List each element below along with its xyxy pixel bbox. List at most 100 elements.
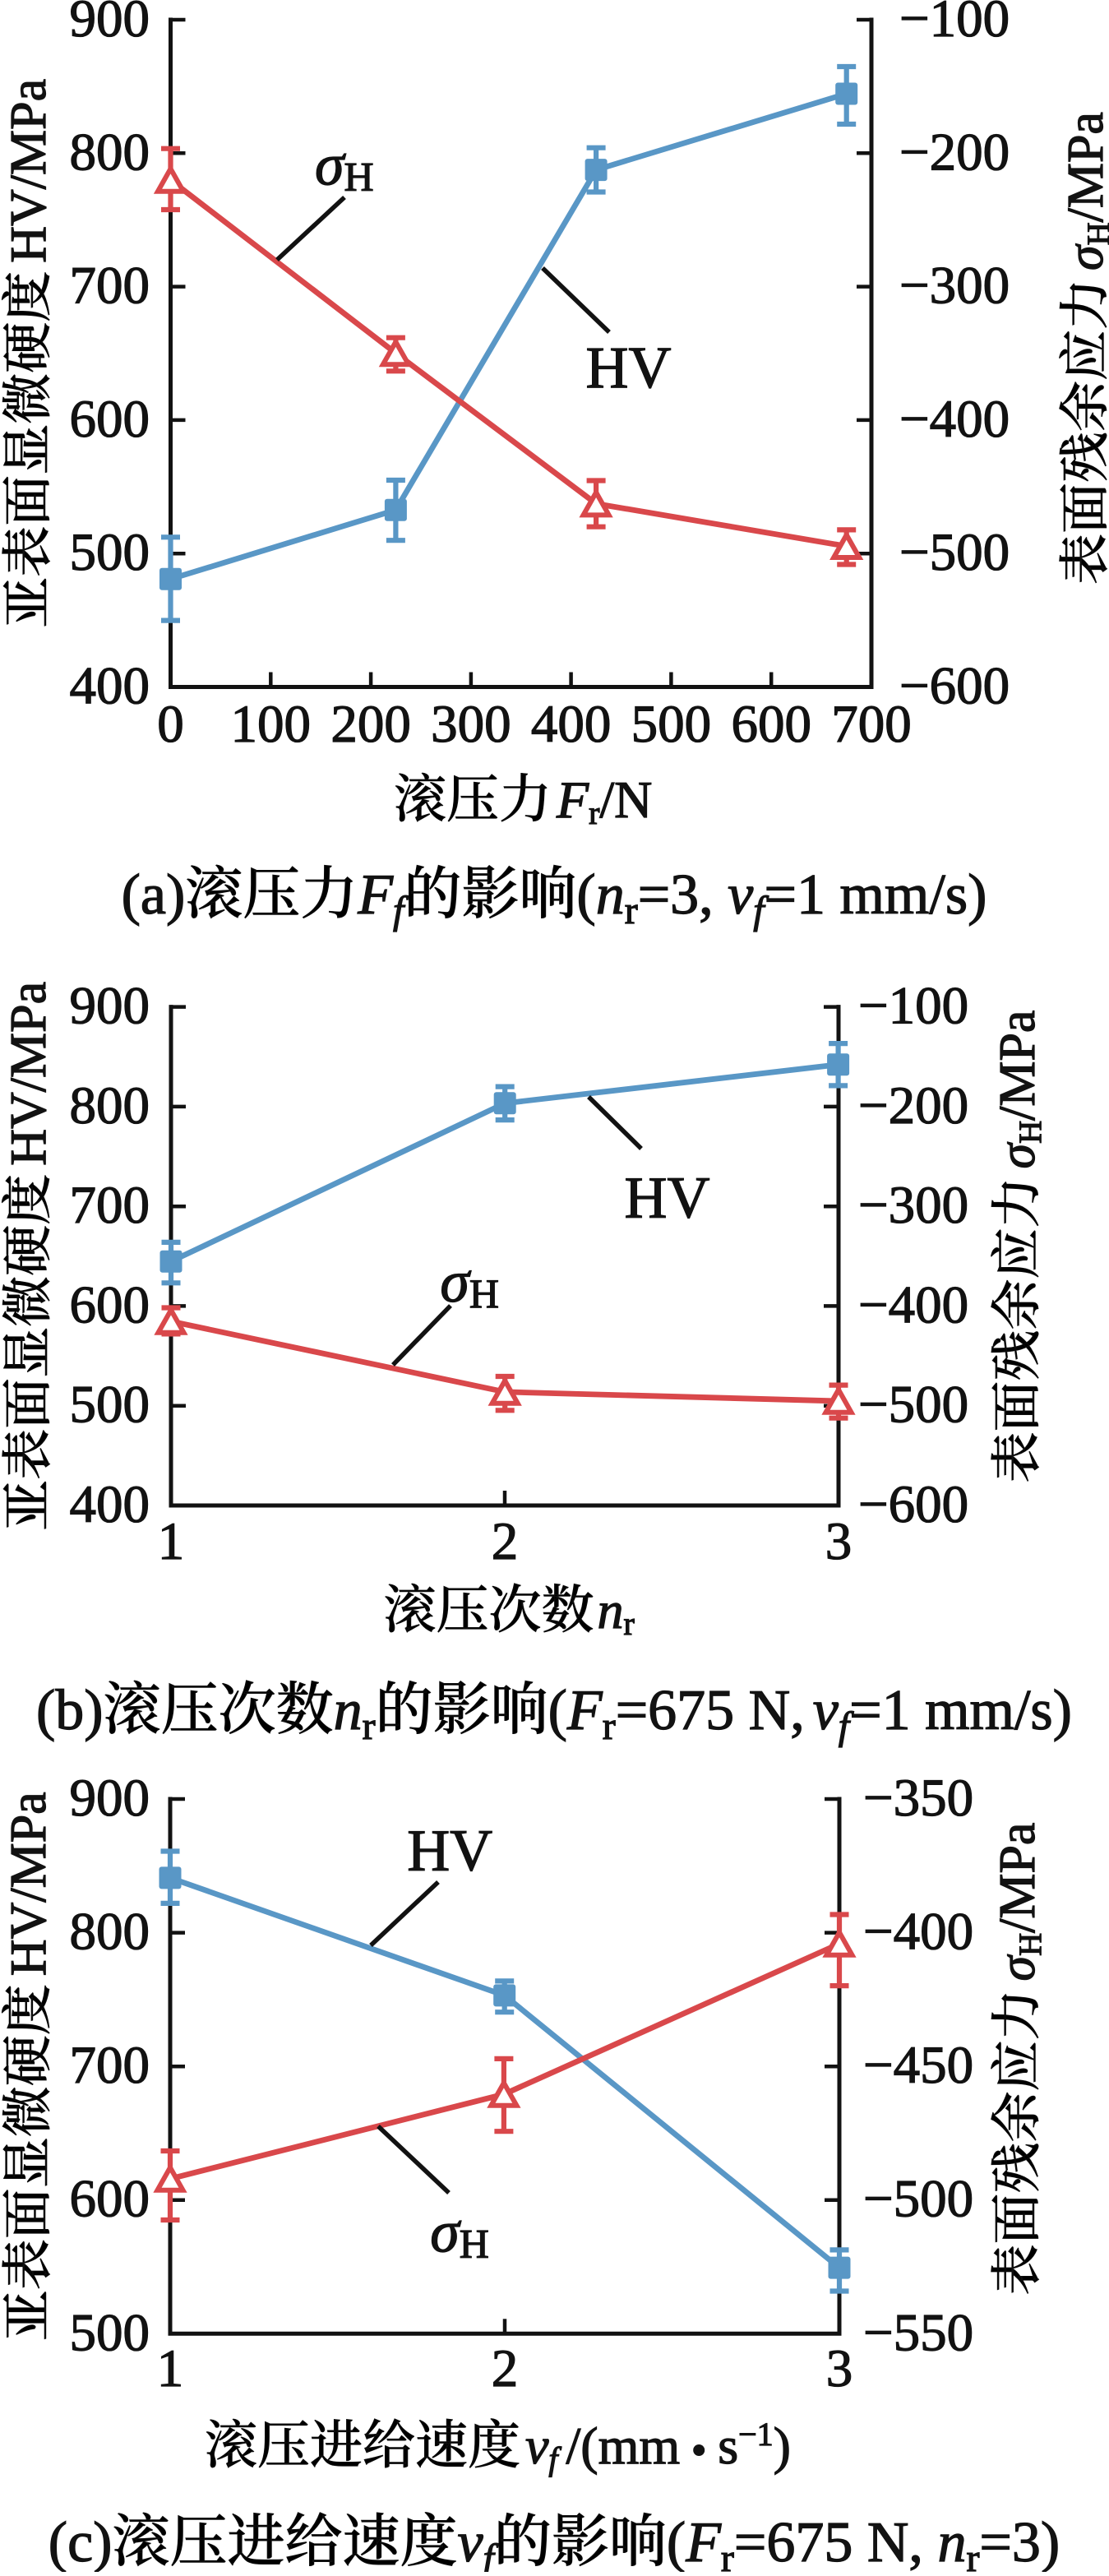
- svg-text:HV: HV: [625, 1165, 710, 1231]
- svg-text:−500: −500: [858, 1376, 968, 1435]
- svg-text:σ: σ: [315, 132, 346, 198]
- svg-text:H: H: [460, 2221, 489, 2267]
- svg-text:r: r: [363, 1704, 376, 1748]
- svg-text:F: F: [556, 770, 589, 829]
- svg-text:300: 300: [431, 695, 511, 754]
- svg-text:−550: −550: [863, 2303, 973, 2362]
- svg-text:600: 600: [70, 2170, 150, 2229]
- svg-text:=1 mm/s): =1 mm/s): [849, 1679, 1072, 1742]
- svg-text:(a): (a): [122, 863, 186, 927]
- svg-text:600: 600: [731, 695, 811, 754]
- svg-text:−350: −350: [863, 1769, 973, 1828]
- svg-text:1: 1: [157, 2339, 184, 2398]
- svg-text:F: F: [357, 863, 394, 927]
- svg-text:2: 2: [492, 1512, 519, 1571]
- svg-text:(: (: [548, 1679, 567, 1742]
- svg-text:−100: −100: [899, 0, 1010, 49]
- svg-text:/MPa: /MPa: [990, 1011, 1046, 1121]
- svg-text:/(mm: /(mm: [566, 2416, 681, 2475]
- svg-text:600: 600: [70, 1275, 150, 1334]
- svg-text:500: 500: [70, 1376, 150, 1435]
- svg-text:800: 800: [70, 123, 150, 182]
- svg-text:H: H: [1081, 222, 1109, 245]
- svg-text:−1: −1: [738, 2416, 774, 2453]
- svg-text:/MPa: /MPa: [1058, 112, 1109, 222]
- svg-text:H: H: [469, 1270, 499, 1316]
- svg-text:σ: σ: [1058, 243, 1109, 271]
- svg-text:3: 3: [826, 2339, 853, 2398]
- svg-text:(: (: [667, 2511, 686, 2572]
- svg-text:700: 700: [70, 257, 150, 316]
- svg-text:F: F: [566, 1679, 603, 1742]
- svg-text:0: 0: [157, 695, 184, 754]
- svg-text:200: 200: [330, 695, 411, 754]
- svg-text:σ: σ: [990, 1142, 1046, 1169]
- svg-text:(: (: [576, 863, 595, 927]
- svg-text:500: 500: [70, 2303, 150, 2362]
- svg-text:=675 N,: =675 N,: [734, 2511, 923, 2572]
- svg-text:/MPa: /MPa: [990, 1823, 1046, 1933]
- svg-text:n: n: [334, 1679, 363, 1742]
- svg-text:−300: −300: [858, 1176, 968, 1235]
- svg-text:F: F: [685, 2511, 722, 2572]
- svg-text:(c): (c): [49, 2511, 113, 2572]
- svg-text:n: n: [938, 2511, 967, 2572]
- svg-text:=675 N,: =675 N,: [616, 1679, 805, 1742]
- svg-text:600: 600: [70, 390, 150, 449]
- svg-text:−200: −200: [899, 123, 1010, 182]
- svg-text:−100: −100: [858, 977, 968, 1036]
- svg-text:s: s: [718, 2416, 738, 2475]
- svg-text:−500: −500: [899, 523, 1010, 582]
- svg-text:/N: /N: [599, 770, 652, 829]
- svg-text:−400: −400: [899, 390, 1010, 449]
- svg-text:−300: −300: [899, 257, 1010, 316]
- svg-text:HV/MPa: HV/MPa: [1, 79, 57, 263]
- svg-text:−600: −600: [858, 1475, 968, 1534]
- svg-text:900: 900: [70, 977, 150, 1036]
- svg-text:(b): (b): [36, 1679, 104, 1742]
- svg-text:σ: σ: [990, 1954, 1046, 1982]
- svg-text:v: v: [728, 863, 754, 927]
- svg-text:n: n: [598, 1581, 624, 1639]
- svg-text:HV: HV: [407, 1818, 492, 1884]
- svg-text:900: 900: [70, 0, 150, 49]
- svg-text:r: r: [624, 1605, 635, 1642]
- svg-text:−450: −450: [863, 2036, 973, 2095]
- svg-text:400: 400: [70, 657, 150, 716]
- svg-text:H: H: [1013, 1121, 1048, 1144]
- svg-text:r: r: [625, 889, 638, 932]
- svg-text:n: n: [596, 863, 625, 927]
- svg-text:700: 700: [70, 2036, 150, 2095]
- svg-text:=3,: =3,: [638, 863, 714, 927]
- svg-text:r: r: [589, 794, 599, 831]
- svg-text:H: H: [1013, 1933, 1048, 1956]
- svg-text:r: r: [603, 1704, 616, 1748]
- svg-text:v: v: [813, 1679, 839, 1742]
- svg-text:3: 3: [825, 1512, 853, 1571]
- svg-text:=3): =3): [979, 2511, 1060, 2572]
- svg-text:1: 1: [158, 1512, 185, 1571]
- svg-text:HV/MPa: HV/MPa: [1, 1792, 57, 1976]
- svg-text:100: 100: [231, 695, 312, 754]
- svg-text:r: r: [967, 2537, 980, 2572]
- svg-text:v: v: [458, 2511, 484, 2572]
- svg-text:800: 800: [70, 1903, 150, 1962]
- svg-text:400: 400: [531, 695, 612, 754]
- svg-text:HV/MPa: HV/MPa: [1, 982, 57, 1166]
- svg-text:500: 500: [631, 695, 712, 754]
- svg-text:700: 700: [831, 695, 912, 754]
- svg-text:−400: −400: [863, 1903, 973, 1962]
- svg-text:900: 900: [70, 1769, 150, 1828]
- svg-text:−500: −500: [863, 2170, 973, 2229]
- svg-text:HV: HV: [586, 335, 672, 400]
- svg-text:σ: σ: [430, 2199, 461, 2265]
- svg-text:800: 800: [70, 1076, 150, 1135]
- svg-text:500: 500: [70, 523, 150, 582]
- svg-text:): ): [774, 2416, 791, 2475]
- svg-text:−200: −200: [858, 1076, 968, 1135]
- svg-text:v: v: [525, 2416, 549, 2475]
- svg-text:700: 700: [70, 1176, 150, 1235]
- svg-text:=1 mm/s): =1 mm/s): [765, 863, 987, 927]
- svg-text:H: H: [344, 154, 374, 200]
- svg-text:r: r: [721, 2537, 734, 2572]
